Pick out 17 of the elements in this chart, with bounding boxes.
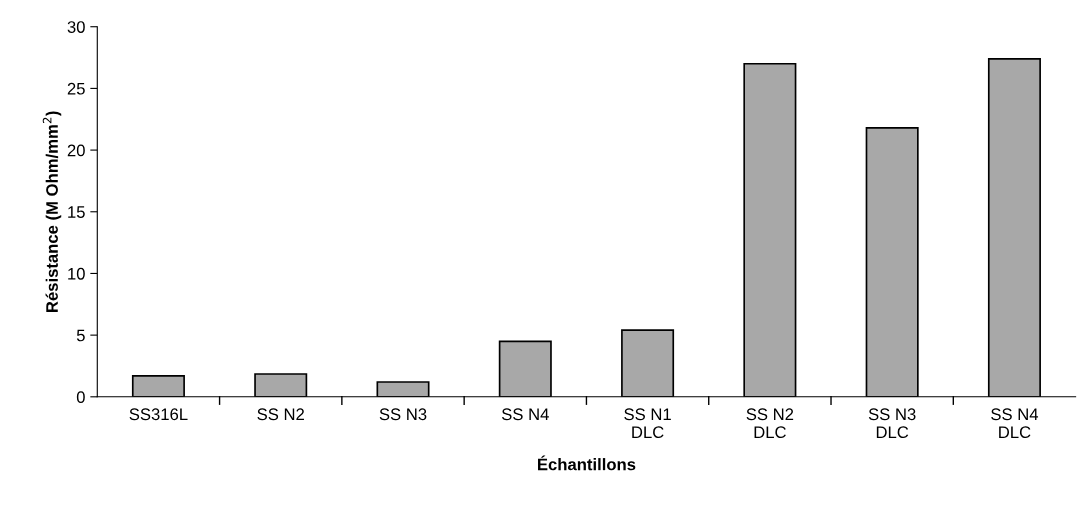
- x-tick-label: SS N4 DLC: [991, 408, 1039, 439]
- y-tick-label: 20: [67, 144, 85, 157]
- y-tick-label: 30: [67, 21, 85, 33]
- y-tick-label: 25: [67, 82, 85, 95]
- y-tick-label: 15: [68, 206, 85, 218]
- x-tick-label: SS N1 DLC: [624, 408, 671, 439]
- x-tick-label: SS316L: [129, 408, 188, 421]
- x-axis-title: Échantillons: [538, 455, 636, 471]
- x-tick-label: SS N3: [379, 408, 427, 421]
- y-tick-label: 5: [76, 329, 85, 342]
- y-tick-label: 0: [76, 391, 85, 404]
- x-tick-label: SS N4: [501, 408, 549, 421]
- x-tick-label: SS N2 DLC: [746, 408, 794, 439]
- y-tick-label: 10: [68, 267, 85, 280]
- x-tick-label: SS N3 DLC: [868, 408, 916, 439]
- x-tick-label: SS N2: [257, 408, 304, 421]
- y-axis-title: Résistance (M Ohm/mm$^{2}$): [42, 111, 62, 312]
